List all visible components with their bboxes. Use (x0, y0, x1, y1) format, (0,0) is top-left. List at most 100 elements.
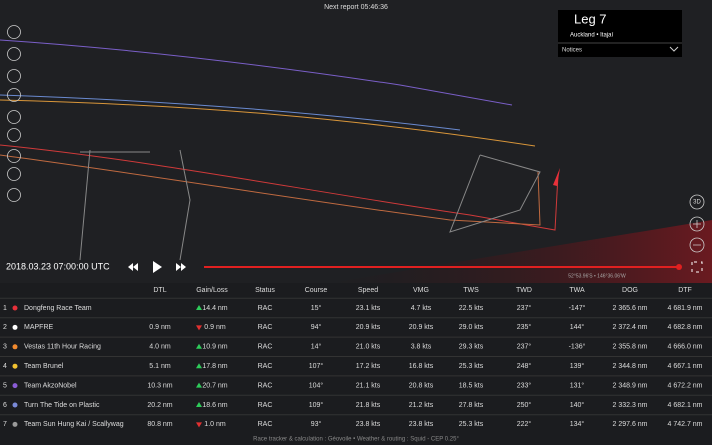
next-report: Next report 05:46:36 (324, 4, 388, 11)
column-header: Course (305, 287, 328, 294)
cell: 2 355.8 nm (612, 344, 647, 351)
ranking-table (0, 283, 712, 445)
position: 52°53.96'S • 146°36.06'W (568, 273, 626, 279)
tracks (0, 39, 559, 261)
team-name: Dongfeng Race Team (24, 305, 92, 312)
toolbar (7, 25, 705, 253)
cell: 2 372.4 nm (612, 324, 647, 331)
column-header: VMG (413, 287, 429, 294)
cell: 131° (570, 381, 585, 389)
leg-route: Auckland • Itajaí (570, 33, 613, 39)
credits: Race tracker & calculation : Géovoile • … (253, 437, 459, 443)
boat-color (12, 421, 18, 427)
cell: 20.8 kts (409, 382, 434, 389)
column-header: TWS (463, 287, 479, 294)
cell: 29.0 kts (459, 324, 484, 331)
cell: 104° (309, 381, 324, 389)
cell: 237° (517, 304, 532, 312)
cell: 0.9 nm (149, 324, 171, 331)
cell: 3.8 kts (411, 344, 432, 351)
cell: 14° (311, 343, 322, 351)
cell: 15° (311, 304, 322, 312)
cell: 4.7 kts (411, 305, 432, 312)
trend-arrow (196, 343, 202, 349)
cell: 16.8 kts (409, 363, 434, 370)
cell: 4 666.0 nm (667, 344, 702, 351)
cell: 222° (517, 420, 532, 428)
column-header: Status (255, 287, 275, 294)
trend-arrow (196, 325, 202, 331)
cell: 140° (570, 401, 585, 409)
cell: 4 742.7 nm (667, 421, 702, 428)
trend-arrow (196, 422, 202, 428)
notices[interactable]: Notices (562, 48, 582, 54)
team-name: Team Sun Hung Kai / Scallywag (24, 421, 124, 428)
column-header: DOG (622, 287, 638, 294)
cell: 20.9 kts (356, 324, 381, 331)
cell: 21.1 kts (356, 382, 381, 389)
cell: 134° (570, 420, 585, 428)
boat-color (12, 324, 18, 330)
boat (553, 168, 560, 186)
cell: 2 344.8 nm (612, 363, 647, 370)
cell: 233° (517, 381, 532, 389)
cell: 25.3 kts (459, 363, 484, 370)
trend-arrow (196, 363, 202, 369)
view-button[interactable]: 3D (693, 200, 701, 206)
rank: 2 (3, 324, 7, 331)
cell: 139° (570, 362, 585, 370)
rank: 4 (3, 363, 7, 370)
cell: 94° (311, 323, 322, 331)
cell: RAC (258, 382, 273, 389)
cell: RAC (258, 305, 273, 312)
cell: 2 365.6 nm (612, 305, 647, 312)
trend-arrow (196, 382, 202, 388)
boat-color (12, 344, 18, 350)
cell: 21.2 kts (409, 402, 434, 409)
column-header: TWD (516, 287, 532, 294)
leg-panel[interactable] (558, 10, 682, 57)
cell: 4 682.8 nm (667, 324, 702, 331)
cell: 23.8 kts (409, 421, 434, 428)
rank: 5 (3, 382, 7, 389)
cell: 235° (517, 323, 532, 331)
cell: 25.3 kts (459, 421, 484, 428)
cell: RAC (258, 402, 273, 409)
column-header: Speed (358, 287, 378, 294)
cell: -136° (569, 343, 586, 351)
column-header: Gain/Loss (196, 287, 228, 294)
cell: 144° (570, 323, 585, 331)
cell: 5.1 nm (149, 363, 171, 370)
cell: 22.5 kts (459, 305, 484, 312)
rank: 3 (3, 344, 7, 351)
trend-arrow (196, 402, 202, 407)
cell: 29.3 kts (459, 344, 484, 351)
boat-color (12, 402, 18, 408)
chevron[interactable] (669, 46, 679, 52)
team-name: MAPFRE (24, 324, 54, 331)
cell: 20.7 nm (202, 382, 227, 389)
cell: 27.8 kts (459, 402, 484, 409)
team-name: Turn The Tide on Plastic (24, 402, 100, 409)
cell: 2 297.6 nm (612, 421, 647, 428)
rank: 1 (3, 305, 7, 312)
cell: 4 682.1 nm (667, 402, 702, 409)
cell: 80.8 nm (147, 421, 172, 428)
timeline-date: 2018.03.23 07:00:00 UTC (6, 261, 110, 271)
team-name: Vestas 11th Hour Racing (24, 344, 101, 351)
boat-color (12, 363, 18, 369)
cell: RAC (258, 421, 273, 428)
cell: RAC (258, 344, 273, 351)
leg-title: Leg 7 (574, 11, 607, 26)
cell: 250° (517, 401, 532, 409)
team-name: Team Brunel (24, 363, 64, 370)
playback-controls[interactable] (128, 261, 186, 273)
cell: 17.2 kts (356, 363, 381, 370)
timeline-handle[interactable] (676, 264, 682, 270)
cell: 18.6 nm (202, 402, 227, 409)
cell: 4 667.1 nm (667, 363, 702, 370)
cell: 4.0 nm (149, 344, 171, 351)
cell: 109° (309, 401, 324, 409)
cell: 93° (311, 420, 322, 428)
